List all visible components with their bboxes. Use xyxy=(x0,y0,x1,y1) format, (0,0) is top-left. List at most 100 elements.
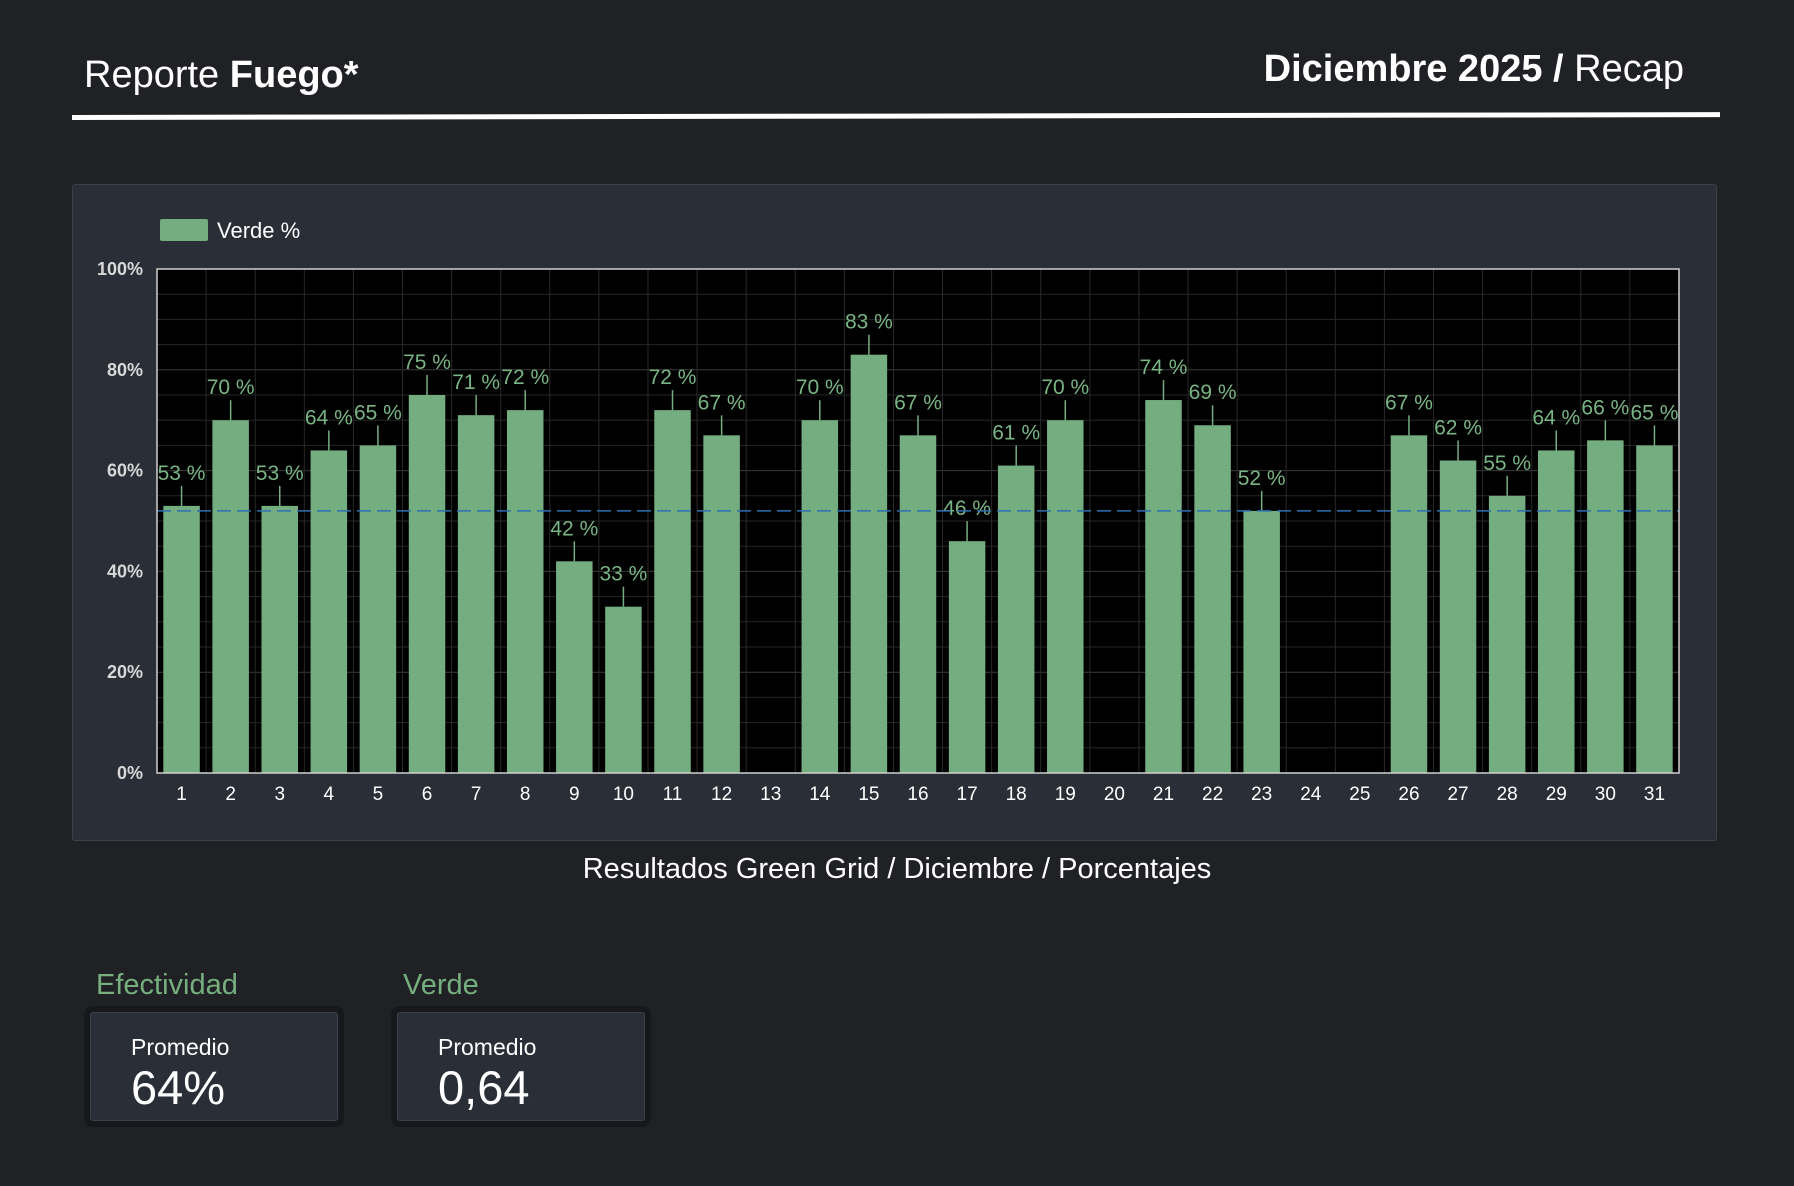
x-tick-label: 21 xyxy=(1153,784,1174,805)
x-tick-label: 22 xyxy=(1202,784,1223,805)
data-label: 64 % xyxy=(1532,406,1580,429)
data-label: 70 % xyxy=(207,376,255,399)
legend-swatch xyxy=(160,219,208,241)
bar-day-26 xyxy=(1390,435,1428,773)
kpi-card-efectividad: Promedio 64% xyxy=(90,1012,338,1121)
x-tick-label: 20 xyxy=(1104,784,1125,805)
kpi-label: Promedio xyxy=(131,1034,230,1060)
x-tick-label: 9 xyxy=(569,784,580,805)
header-divider xyxy=(71,112,1721,120)
x-tick-label: 13 xyxy=(760,784,781,805)
y-tick-label: 60% xyxy=(107,461,143,481)
data-label: 66 % xyxy=(1581,396,1629,419)
bar-day-15 xyxy=(850,354,888,773)
y-tick-label: 80% xyxy=(107,360,143,380)
data-label: 69 % xyxy=(1189,381,1237,404)
data-label: 61 % xyxy=(992,422,1040,445)
bar-day-6 xyxy=(408,395,446,773)
data-label: 64 % xyxy=(305,406,353,429)
data-label: 71 % xyxy=(452,371,500,394)
data-label: 74 % xyxy=(1140,356,1188,379)
report-period-separator: / xyxy=(1542,48,1575,90)
x-tick-label: 7 xyxy=(471,784,482,805)
y-tick-label: 20% xyxy=(107,662,143,682)
x-tick-label: 30 xyxy=(1595,784,1616,805)
bar-day-23 xyxy=(1243,510,1280,773)
x-tick-label: 1 xyxy=(176,784,187,805)
kpi-title-efectividad: Efectividad xyxy=(96,969,238,1001)
kpi-value: 0,64 xyxy=(438,1061,530,1114)
x-tick-label: 11 xyxy=(663,784,683,805)
report-title-bold: Fuego* xyxy=(229,54,359,96)
data-label: 62 % xyxy=(1434,417,1482,440)
bar-day-7 xyxy=(457,415,495,773)
data-label: 70 % xyxy=(796,376,844,399)
x-tick-label: 14 xyxy=(809,784,831,805)
data-label: 67 % xyxy=(1385,391,1433,414)
report-title: Reporte Fuego* xyxy=(84,52,359,98)
bar-day-3 xyxy=(261,505,298,773)
data-label: 72 % xyxy=(501,366,549,389)
x-tick-label: 15 xyxy=(858,784,879,805)
bar-day-2 xyxy=(212,420,249,773)
x-tick-label: 17 xyxy=(957,784,978,805)
bar-day-29 xyxy=(1538,450,1575,773)
x-tick-label: 8 xyxy=(520,784,531,805)
x-tick-label: 3 xyxy=(274,784,285,805)
report-title-prefix: Reporte xyxy=(84,54,220,96)
x-tick-label: 24 xyxy=(1300,784,1322,805)
x-tick-label: 28 xyxy=(1497,784,1518,805)
bar-day-10 xyxy=(605,606,642,773)
bar-day-19 xyxy=(1047,420,1084,773)
y-tick-label: 0% xyxy=(117,763,143,783)
bar-day-1 xyxy=(163,505,200,773)
data-label: 53 % xyxy=(256,462,304,485)
bar-day-11 xyxy=(654,410,691,773)
x-tick-label: 2 xyxy=(225,784,236,805)
data-label: 75 % xyxy=(403,351,451,374)
data-label: 65 % xyxy=(354,401,402,424)
x-tick-label: 26 xyxy=(1398,784,1419,805)
data-label: 33 % xyxy=(599,563,647,586)
data-label: 67 % xyxy=(698,391,746,414)
x-tick-label: 12 xyxy=(711,784,732,805)
x-tick-label: 5 xyxy=(373,784,384,805)
data-label: 52 % xyxy=(1238,467,1286,490)
data-label: 42 % xyxy=(550,517,598,540)
data-label: 65 % xyxy=(1631,401,1679,424)
y-tick-label: 100% xyxy=(97,259,143,279)
bar-day-14 xyxy=(801,420,839,773)
kpi-value: 64% xyxy=(131,1061,226,1114)
legend-label: Verde % xyxy=(217,218,300,243)
data-label: 70 % xyxy=(1041,376,1089,399)
x-tick-label: 27 xyxy=(1447,784,1468,805)
x-tick-label: 19 xyxy=(1055,784,1076,805)
x-tick-label: 18 xyxy=(1006,784,1027,805)
report-period-suffix: Recap xyxy=(1574,48,1684,90)
bar-day-16 xyxy=(899,435,937,773)
bar-day-4 xyxy=(310,450,348,773)
x-tick-label: 4 xyxy=(324,784,335,805)
data-label: 46 % xyxy=(943,497,991,520)
report-period: Diciembre 2025 / Recap xyxy=(1264,46,1684,92)
data-label: 72 % xyxy=(649,366,697,389)
bar-day-30 xyxy=(1587,440,1624,773)
bar-day-27 xyxy=(1439,460,1477,773)
bar-day-8 xyxy=(506,410,544,773)
y-tick-label: 40% xyxy=(107,561,143,581)
bar-day-12 xyxy=(703,435,740,773)
report-period-month: Diciembre 2025 xyxy=(1263,48,1543,90)
x-tick-label: 29 xyxy=(1546,784,1567,805)
chart-caption: Resultados Green Grid / Diciembre / Porc… xyxy=(582,853,1212,885)
bar-day-5 xyxy=(359,445,397,773)
bar-day-17 xyxy=(948,541,986,773)
bar-day-28 xyxy=(1488,495,1526,773)
bar-day-22 xyxy=(1194,425,1231,773)
x-tick-label: 31 xyxy=(1644,784,1665,805)
data-label: 83 % xyxy=(845,311,893,334)
data-label: 53 % xyxy=(158,462,206,485)
data-label: 55 % xyxy=(1483,452,1531,475)
kpi-card-verde: Promedio 0,64 xyxy=(397,1012,645,1121)
x-tick-label: 10 xyxy=(613,784,634,805)
x-tick-label: 6 xyxy=(422,784,433,805)
